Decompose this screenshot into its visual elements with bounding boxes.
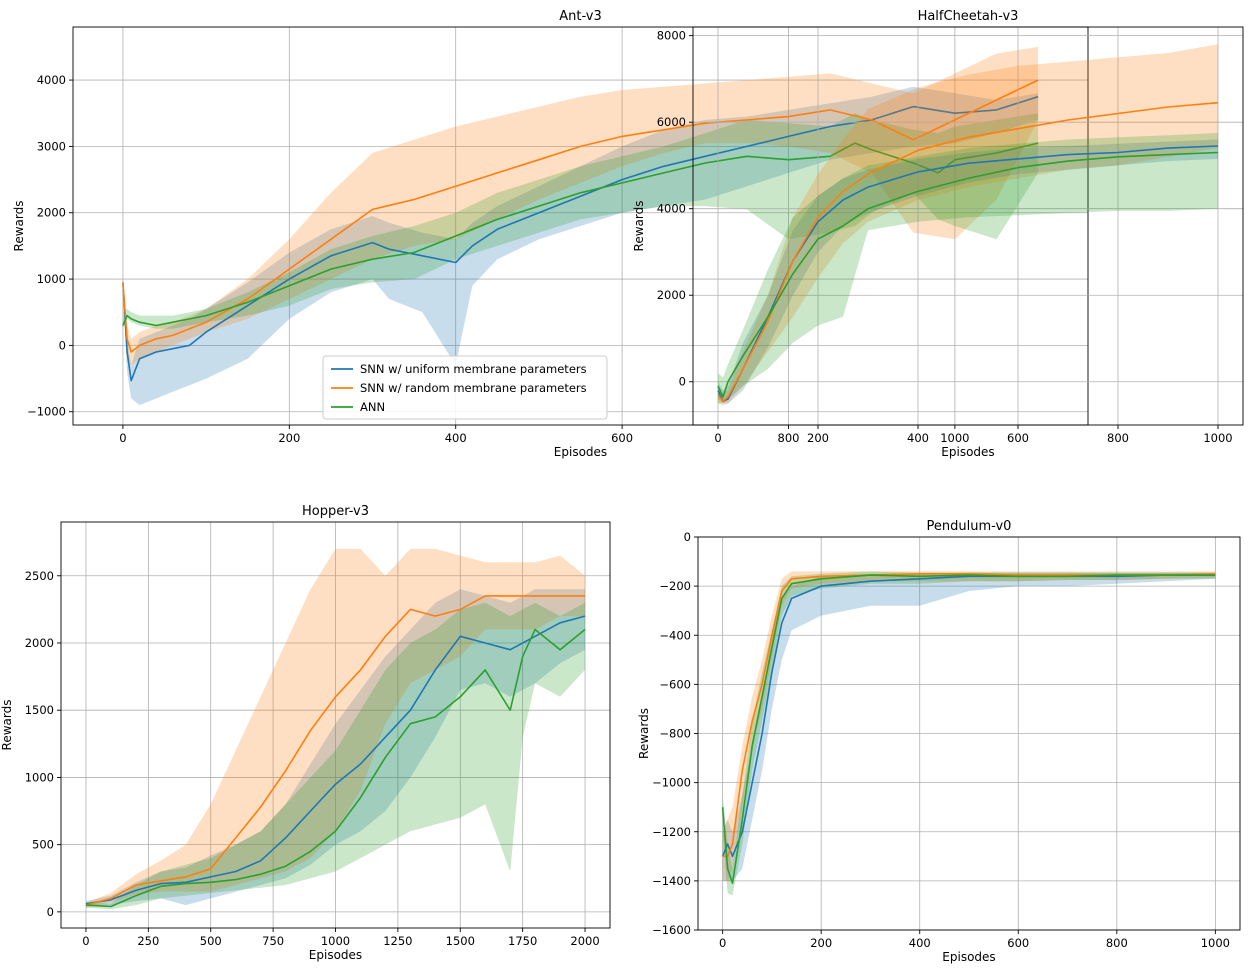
x-tick-label: 1000 bbox=[1201, 936, 1230, 950]
series-line-ann bbox=[721, 574, 1216, 885]
x-tick-label: 1000 bbox=[1203, 431, 1232, 445]
legend-label-random: SNN w/ random membrane parameters bbox=[360, 381, 587, 395]
series-line-uniform bbox=[85, 615, 586, 905]
y-tick-label: −1600 bbox=[652, 923, 691, 937]
y-tick-label: −200 bbox=[659, 579, 691, 593]
y-tick-label: 2500 bbox=[25, 569, 54, 583]
chart-title: Hopper-v3 bbox=[302, 504, 369, 519]
axes-frame bbox=[72, 26, 1089, 426]
ant-v3-panel: 0 200 400 600 800 1000−100001000200030004000A… bbox=[12, 9, 1089, 459]
confidence-band-random bbox=[718, 44, 1218, 406]
legend: SNN w/ uniform membrane parameters SNN w/… bbox=[322, 355, 608, 420]
x-tick-label: 1250 bbox=[383, 934, 412, 948]
y-tick-label: 0 bbox=[684, 530, 691, 544]
y-tick-label: 1500 bbox=[25, 703, 54, 717]
x-tick-label: 2000 bbox=[570, 934, 599, 948]
y-tick-label: 2000 bbox=[25, 636, 54, 650]
y-tick-label: 6000 bbox=[657, 115, 686, 129]
y-axis-label: Rewards bbox=[12, 201, 26, 252]
series-line-random bbox=[122, 79, 1039, 353]
y-tick-label: 4000 bbox=[657, 202, 686, 216]
y-tick-label: 4000 bbox=[37, 73, 66, 87]
series-line-ann bbox=[717, 151, 1219, 398]
x-axis-label: Episodes bbox=[554, 445, 607, 459]
series-line-ann bbox=[85, 628, 586, 908]
series-line-uniform bbox=[122, 95, 1039, 382]
confidence-band-uniform bbox=[122, 86, 1039, 406]
chart-title: Ant-v3 bbox=[559, 9, 602, 24]
y-tick-label: 500 bbox=[32, 838, 54, 852]
x-tick-label: 0 bbox=[714, 431, 721, 445]
x-tick-label: 750 bbox=[262, 934, 284, 948]
x-axis-label: Episodes bbox=[941, 445, 994, 459]
x-tick-label: 600 bbox=[611, 431, 633, 445]
y-tick-label: −800 bbox=[659, 727, 691, 741]
x-tick-label: 1000 bbox=[321, 934, 350, 948]
x-tick-label: 0 bbox=[719, 936, 726, 950]
x-tick-label: 200 bbox=[810, 936, 832, 950]
x-tick-label: 800 bbox=[778, 431, 800, 445]
y-tick-label: 0 bbox=[59, 338, 66, 352]
x-tick-label: 0 bbox=[82, 934, 89, 948]
x-tick-label: 1750 bbox=[508, 934, 537, 948]
pendulum-v0-panel: 0 200 400 600 800 1000 0 −200 −400 −600 −800 −1000 −… bbox=[637, 519, 1241, 964]
x-tick-label: 500 bbox=[200, 934, 222, 948]
x-tick-label: 400 bbox=[445, 431, 467, 445]
x-tick-label: 800 bbox=[1107, 431, 1129, 445]
y-tick-label: 0 bbox=[47, 905, 54, 919]
hopper-v3-panel: 0 250 500 750 1000 1250 1500 1750 2000 0 500 1000 15… bbox=[0, 504, 611, 962]
y-tick-label: 2000 bbox=[37, 206, 66, 220]
x-tick-label: 600 bbox=[1007, 431, 1029, 445]
legend-box bbox=[322, 355, 608, 420]
y-tick-label: 3000 bbox=[37, 139, 66, 153]
series-line-random bbox=[722, 572, 1216, 858]
confidence-band-random bbox=[122, 46, 1039, 366]
confidence-band-random bbox=[86, 548, 585, 908]
y-tick-label: −1200 bbox=[652, 825, 691, 839]
y-tick-label: −1400 bbox=[652, 874, 691, 888]
y-axis-label: Rewards bbox=[632, 201, 646, 252]
confidence-band-ann bbox=[86, 602, 585, 910]
y-tick-label: −600 bbox=[659, 677, 691, 691]
y-tick-label: 1000 bbox=[37, 272, 66, 286]
x-tick-label: 1000 bbox=[940, 431, 969, 445]
x-tick-label: 400 bbox=[907, 431, 929, 445]
x-tick-label: 800 bbox=[1106, 936, 1128, 950]
y-tick-label: 0 bbox=[679, 375, 686, 389]
series-line-random bbox=[85, 595, 585, 906]
y-tick-label: 8000 bbox=[657, 29, 686, 43]
legend-label-ann: ANN bbox=[360, 400, 385, 414]
chart-title: Pendulum-v0 bbox=[927, 519, 1012, 534]
y-axis-label: Rewards bbox=[0, 700, 14, 751]
x-axis-label: Episodes bbox=[942, 950, 995, 964]
confidence-band-uniform bbox=[86, 589, 585, 907]
confidence-band-uniform bbox=[718, 139, 1218, 404]
series-line-random bbox=[717, 101, 1219, 403]
y-tick-label: 1000 bbox=[25, 770, 54, 784]
confidence-band-ann bbox=[122, 113, 1039, 329]
x-tick-label: 0 bbox=[119, 431, 126, 445]
y-tick-label: −400 bbox=[659, 628, 691, 642]
legend-label-uniform: SNN w/ uniform membrane parameters bbox=[360, 362, 587, 376]
y-tick-label: −1000 bbox=[27, 405, 66, 419]
x-axis-label: Episodes bbox=[309, 948, 362, 962]
x-tick-label: 250 bbox=[137, 934, 159, 948]
x-tick-label: 600 bbox=[1007, 936, 1029, 950]
series-line-ann bbox=[122, 142, 1039, 327]
x-tick-label: 200 bbox=[278, 431, 300, 445]
y-tick-label: −1000 bbox=[652, 776, 691, 790]
grid bbox=[693, 27, 1243, 425]
halfcheetah-v3-panel: 0 200 400 600 800 1000 0 2000 4000 6000 8000 HalfCh… bbox=[632, 9, 1244, 459]
x-tick-label: 200 bbox=[807, 431, 829, 445]
chart-title: HalfCheetah-v3 bbox=[918, 9, 1019, 24]
x-tick-label: 1500 bbox=[446, 934, 475, 948]
grid bbox=[61, 522, 610, 928]
axes-frame bbox=[692, 26, 1244, 426]
y-tick-label: 2000 bbox=[657, 288, 686, 302]
y-axis-label: Rewards bbox=[637, 708, 651, 759]
x-tick-label: 400 bbox=[909, 936, 931, 950]
